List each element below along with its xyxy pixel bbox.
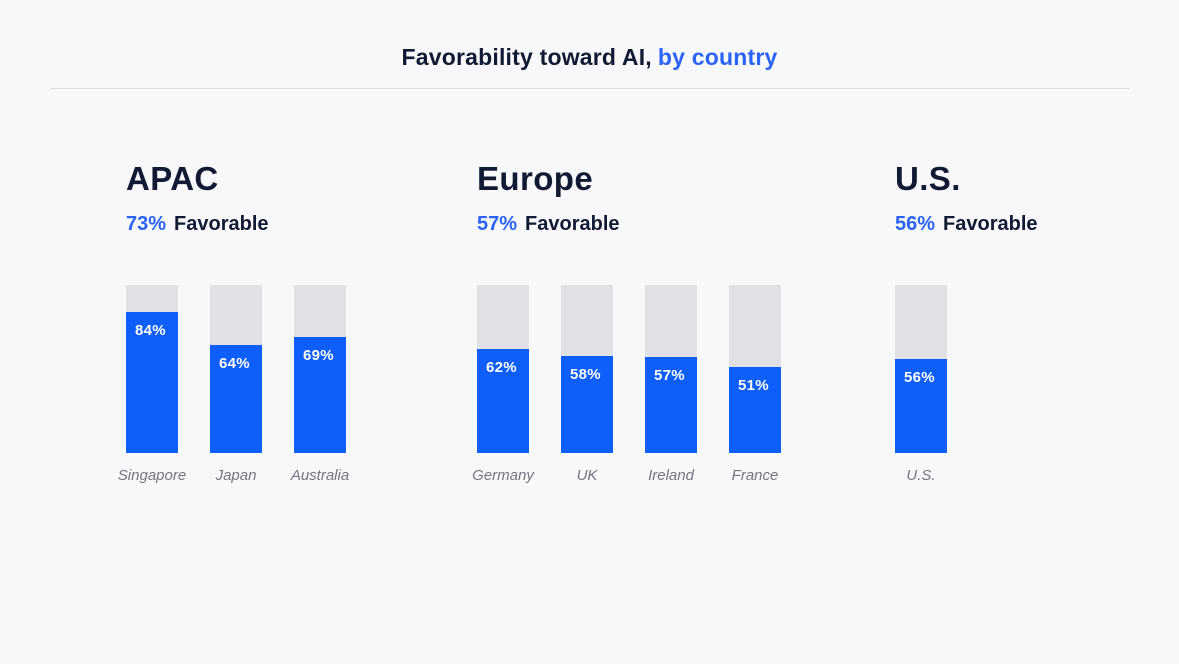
region-heading: APAC <box>126 160 219 197</box>
bar-value-label: 58% <box>570 366 601 383</box>
chart-title-prefix: Favorability toward AI, <box>401 44 652 70</box>
bar-fill: 64% <box>210 345 262 453</box>
country-label: Germany <box>472 467 534 484</box>
country-label: Australia <box>290 467 350 484</box>
bar-fill: 84% <box>126 312 178 453</box>
country-label: Singapore <box>117 467 187 484</box>
country-label: U.S. <box>906 467 936 484</box>
region-heading: Europe <box>477 160 594 197</box>
region-group: U.S. 56% Favorable 56% U.S. <box>895 160 1038 484</box>
bar-track: 56% <box>895 285 947 453</box>
bar-value-label: 64% <box>219 355 250 372</box>
bar-column: 56% U.S. <box>895 285 947 484</box>
bar-value-label: 51% <box>738 377 769 394</box>
favorable-percent: 56% <box>895 213 936 235</box>
bar-value-label: 69% <box>303 347 334 364</box>
country-label: Ireland <box>648 467 694 484</box>
bar-track: 84% <box>126 285 178 453</box>
favorable-label: Favorable <box>525 213 620 235</box>
title-divider <box>50 88 1129 89</box>
region-heading: U.S. <box>895 160 961 197</box>
bar-track: 58% <box>561 285 613 453</box>
country-label: France <box>731 467 779 484</box>
bar-column: 58% UK <box>561 285 613 484</box>
bar-value-label: 84% <box>135 322 166 339</box>
bar-fill: 62% <box>477 349 529 453</box>
favorable-summary: 73% Favorable <box>126 213 269 235</box>
bar-track: 57% <box>645 285 697 453</box>
bar-track: 64% <box>210 285 262 453</box>
bar-column: 64% Japan <box>210 285 262 484</box>
bar-value-label: 57% <box>654 367 685 384</box>
chart-title: Favorability toward AI, by country <box>0 44 1179 71</box>
favorable-percent: 57% <box>477 213 518 235</box>
favorable-summary: 57% Favorable <box>477 213 620 235</box>
bar-fill: 69% <box>294 337 346 453</box>
bar-track: 51% <box>729 285 781 453</box>
country-label: UK <box>576 467 598 484</box>
bars-row: 62% Germany 58% UK 57% Ireland 51% France <box>472 285 781 484</box>
favorable-percent: 73% <box>126 213 167 235</box>
bar-track: 69% <box>294 285 346 453</box>
bar-value-label: 56% <box>904 369 935 386</box>
bar-fill: 51% <box>729 367 781 453</box>
bar-column: 51% France <box>729 285 781 484</box>
region-group: Europe 57% Favorable 62% Germany 58% UK 57% Irel… <box>472 160 781 484</box>
bar-value-label: 62% <box>486 359 517 376</box>
bar-column: 69% Australia <box>291 285 349 484</box>
bar-column: 62% Germany <box>472 285 534 484</box>
country-label: Japan <box>215 467 257 484</box>
favorable-summary: 56% Favorable <box>895 213 1038 235</box>
region-group: APAC 73% Favorable 84% Singapore 64% Japan 69% A… <box>118 160 349 484</box>
favorable-label: Favorable <box>943 213 1038 235</box>
bar-fill: 58% <box>561 356 613 453</box>
bar-track: 62% <box>477 285 529 453</box>
bar-fill: 56% <box>895 359 947 453</box>
bar-column: 84% Singapore <box>118 285 186 484</box>
chart-title-highlight: by country <box>657 44 778 70</box>
bars-row: 56% U.S. <box>895 285 947 484</box>
bar-fill: 57% <box>645 357 697 453</box>
favorable-label: Favorable <box>174 213 269 235</box>
bars-row: 84% Singapore 64% Japan 69% Australia <box>118 285 349 484</box>
bar-column: 57% Ireland <box>645 285 697 484</box>
